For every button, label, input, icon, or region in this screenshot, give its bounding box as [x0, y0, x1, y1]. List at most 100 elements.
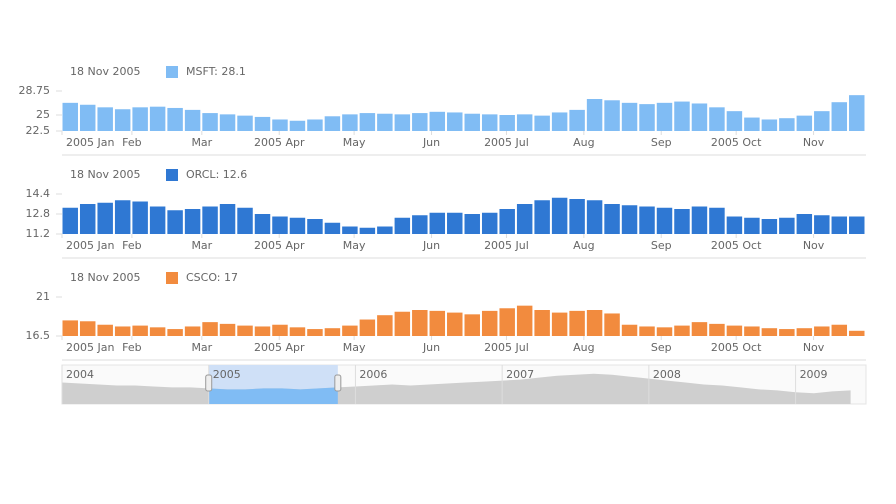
bar [359, 227, 376, 234]
y-tick-label: 16.5 [26, 329, 51, 342]
bar [429, 111, 446, 131]
x-tick-label: Aug [573, 239, 594, 252]
bar [219, 204, 236, 234]
bar [779, 118, 795, 131]
bar [831, 216, 848, 234]
bar [656, 207, 673, 234]
bar [604, 100, 620, 131]
x-tick-label: 2006 [359, 368, 387, 381]
bar [849, 95, 865, 131]
bar [79, 204, 96, 234]
x-tick-label: 2005 Jul [484, 341, 529, 354]
bar [272, 216, 288, 234]
bar [447, 112, 463, 131]
bar [709, 323, 725, 336]
bar [814, 326, 830, 336]
x-tick-label: Nov [803, 341, 825, 354]
bar [62, 207, 78, 234]
bar [289, 327, 306, 336]
bar [62, 320, 78, 336]
bar [691, 103, 708, 131]
y-tick-label: 25 [36, 108, 50, 121]
bar [114, 109, 131, 131]
bar [359, 319, 376, 336]
bar [342, 325, 358, 336]
bar [202, 322, 218, 336]
bar [481, 212, 498, 234]
bar [639, 206, 655, 234]
bar [516, 305, 533, 336]
bar [621, 205, 638, 234]
bar [814, 215, 830, 234]
bar [79, 321, 96, 336]
bar [254, 326, 271, 336]
bar [516, 204, 533, 234]
x-tick-label: May [343, 136, 366, 149]
bar [656, 327, 673, 336]
bar [97, 324, 113, 336]
bar [674, 325, 690, 336]
bar [202, 206, 218, 234]
x-tick-label: Sep [651, 136, 672, 149]
bar [132, 201, 148, 234]
bar [586, 310, 603, 336]
legend-swatch [166, 272, 178, 284]
y-tick-label: 21 [36, 290, 50, 303]
bar [779, 217, 795, 234]
bar [586, 200, 603, 234]
x-tick-label: Feb [122, 239, 141, 252]
bar [447, 312, 463, 336]
x-tick-label: Mar [191, 239, 212, 252]
x-tick-label: May [343, 239, 366, 252]
bar [184, 209, 201, 234]
x-tick-label: 2005 Oct [711, 341, 762, 354]
bar [691, 322, 708, 336]
bar [534, 310, 550, 336]
bar [814, 111, 830, 131]
bar [307, 219, 323, 234]
bar [167, 329, 183, 336]
x-tick-label: Sep [651, 239, 672, 252]
bar [114, 326, 131, 336]
x-tick-label: Aug [573, 136, 594, 149]
bar [551, 112, 568, 131]
bar [726, 111, 743, 131]
x-tick-label: Jun [422, 239, 440, 252]
bar [744, 217, 760, 234]
bar [499, 115, 515, 131]
bar [464, 314, 480, 336]
x-tick-label: Jun [422, 341, 440, 354]
bar [481, 114, 498, 131]
bar [726, 216, 743, 234]
bar [744, 326, 760, 336]
bar [586, 99, 603, 131]
bar [272, 324, 288, 336]
bar [621, 324, 638, 336]
x-tick-label: Mar [191, 136, 212, 149]
bar [167, 107, 183, 131]
bar [324, 116, 341, 131]
bar [237, 325, 253, 336]
y-tick-label: 11.2 [26, 227, 51, 240]
bar [97, 107, 113, 131]
x-tick-label: Mar [191, 341, 212, 354]
x-tick-label: Nov [803, 239, 825, 252]
bar [761, 119, 778, 131]
bar [377, 315, 393, 336]
bar [849, 216, 865, 234]
bar [377, 226, 393, 234]
y-tick-label: 12.8 [26, 207, 51, 220]
bar [149, 327, 166, 336]
x-tick-label: 2008 [653, 368, 681, 381]
bar [831, 102, 848, 131]
bar [779, 329, 795, 336]
bar [639, 104, 655, 131]
bar [481, 310, 498, 336]
x-tick-label: 2005 Oct [711, 136, 762, 149]
bar [412, 215, 428, 234]
legend-label: CSCO: 17 [186, 271, 238, 284]
x-tick-label: Feb [122, 341, 141, 354]
bar [394, 217, 411, 234]
bar [674, 101, 690, 131]
x-tick-label: 2009 [800, 368, 828, 381]
